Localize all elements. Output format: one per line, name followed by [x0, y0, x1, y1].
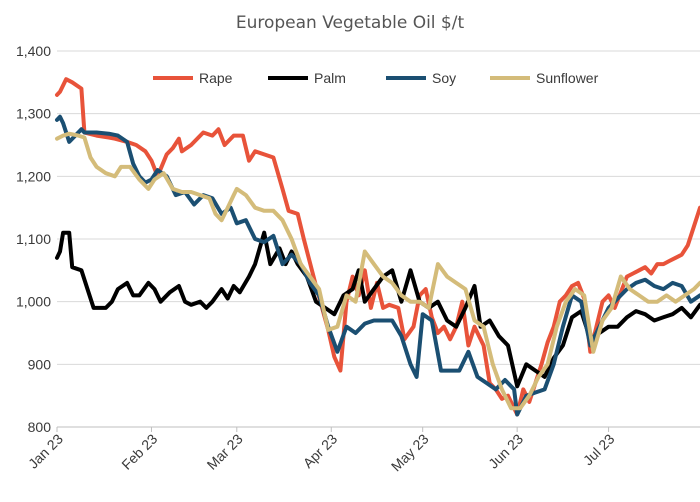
series-line-soy [55, 114, 700, 417]
legend-label-palm: Palm [314, 70, 346, 86]
legend-label-rape: Rape [199, 70, 233, 86]
series-line-rape [55, 77, 700, 417]
x-tick-label: Apr 23 [300, 430, 341, 471]
x-tick-label: Jul 23 [580, 430, 618, 468]
x-tick-label: Mar 23 [204, 430, 246, 472]
axes: 800 900 1,000 1,100 1,200 1,300 1,400 Jan 23 Feb… [16, 43, 700, 474]
chart-title: European Vegetable Oil $/t [235, 13, 465, 33]
y-tick-label: 1,300 [16, 106, 51, 122]
legend: Rape Palm Soy Sunflower [153, 70, 599, 86]
y-tick-label: 1,100 [16, 231, 51, 247]
series-line-palm [55, 230, 700, 389]
y-tick-label: 1,400 [16, 43, 51, 59]
gridlines [57, 50, 700, 428]
x-tick-label: Jun 23 [485, 430, 526, 471]
series-line-sunflower [55, 131, 700, 411]
x-tick-label: May 23 [388, 430, 432, 474]
legend-label-soy: Soy [432, 70, 456, 86]
y-tick-label: 1,200 [16, 168, 51, 184]
legend-label-sunflower: Sunflower [536, 70, 599, 86]
x-tick-label: Jan 23 [25, 430, 66, 471]
y-tick-label: 1,000 [16, 294, 51, 310]
y-tick-label: 800 [28, 419, 52, 435]
y-tick-label: 900 [28, 356, 52, 372]
x-tick-label: Feb 23 [118, 430, 160, 472]
series-lines [55, 77, 700, 417]
